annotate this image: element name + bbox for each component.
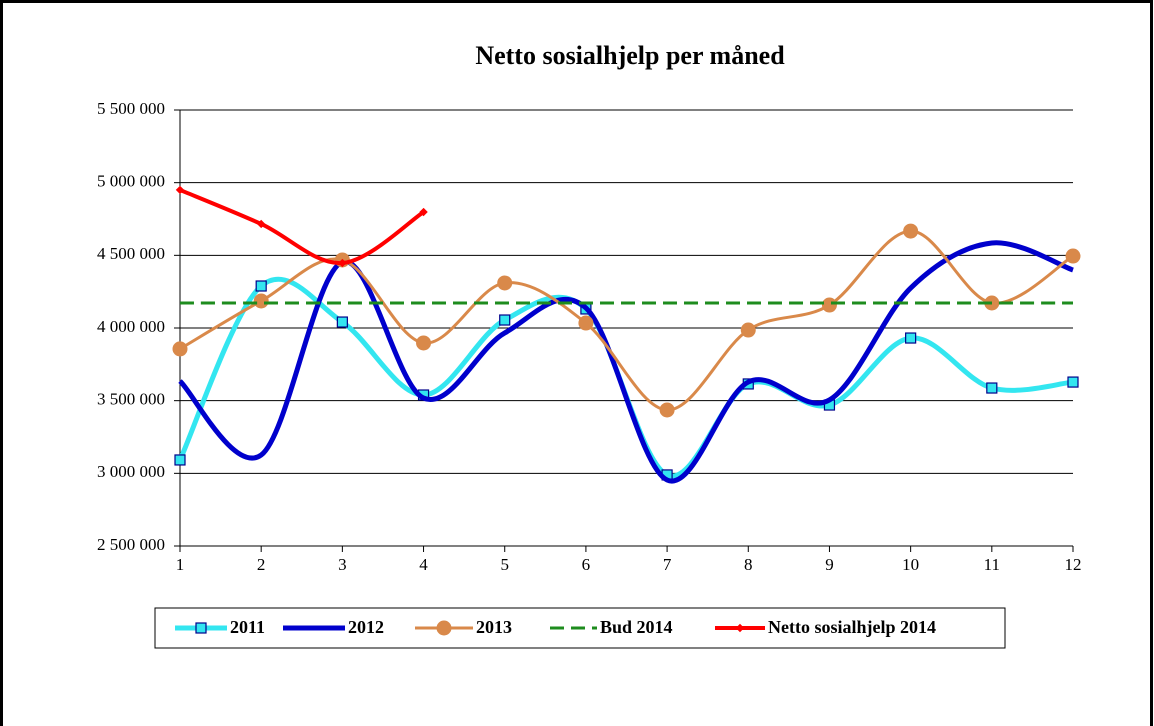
y-tick-label: 2 500 000 — [97, 535, 165, 554]
marker — [253, 293, 269, 309]
marker — [659, 402, 675, 418]
y-tick-label: 4 000 000 — [97, 317, 165, 336]
marker — [436, 620, 452, 636]
marker — [195, 622, 207, 634]
x-tick-label: 7 — [663, 555, 672, 574]
y-tick-label: 5 500 000 — [97, 99, 165, 118]
x-tick-label: 9 — [825, 555, 834, 574]
x-tick-label: 1 — [176, 555, 185, 574]
legend-label: 2013 — [476, 617, 512, 637]
legend-label: Netto sosialhjelp 2014 — [768, 617, 936, 637]
x-tick-label: 6 — [582, 555, 591, 574]
marker — [338, 258, 347, 268]
x-tick-label: 2 — [257, 555, 266, 574]
y-tick-label: 3 000 000 — [97, 462, 165, 481]
marker — [175, 185, 185, 195]
marker — [821, 297, 837, 313]
marker — [499, 314, 511, 326]
marker — [336, 316, 348, 328]
marker — [740, 322, 756, 338]
marker — [255, 280, 267, 292]
legend-label: Bud 2014 — [600, 617, 673, 637]
marker — [497, 275, 513, 291]
x-tick-label: 4 — [419, 555, 428, 574]
x-tick-label: 3 — [338, 555, 347, 574]
x-tick-label: 5 — [500, 555, 509, 574]
series-line — [178, 240, 1074, 484]
chart-title: Netto sosialhjelp per måned — [475, 41, 785, 70]
marker — [578, 315, 594, 331]
marker — [735, 623, 745, 633]
y-tick-label: 5 000 000 — [97, 172, 165, 191]
x-tick-label: 12 — [1065, 555, 1082, 574]
marker — [172, 341, 188, 357]
marker — [1067, 376, 1079, 388]
marker — [174, 454, 186, 466]
marker — [256, 219, 266, 229]
marker — [986, 382, 998, 394]
marker — [416, 335, 432, 351]
x-tick-label: 10 — [902, 555, 919, 574]
x-tick-label: 11 — [984, 555, 1000, 574]
legend-label: 2011 — [230, 617, 265, 637]
legend-label: 2012 — [348, 617, 384, 637]
y-tick-label: 3 500 000 — [97, 390, 165, 409]
marker — [903, 223, 919, 239]
marker — [905, 332, 917, 344]
series-line — [179, 188, 425, 266]
y-tick-label: 4 500 000 — [97, 244, 165, 263]
x-tick-label: 8 — [744, 555, 753, 574]
marker — [1065, 248, 1081, 264]
marker — [419, 207, 428, 217]
